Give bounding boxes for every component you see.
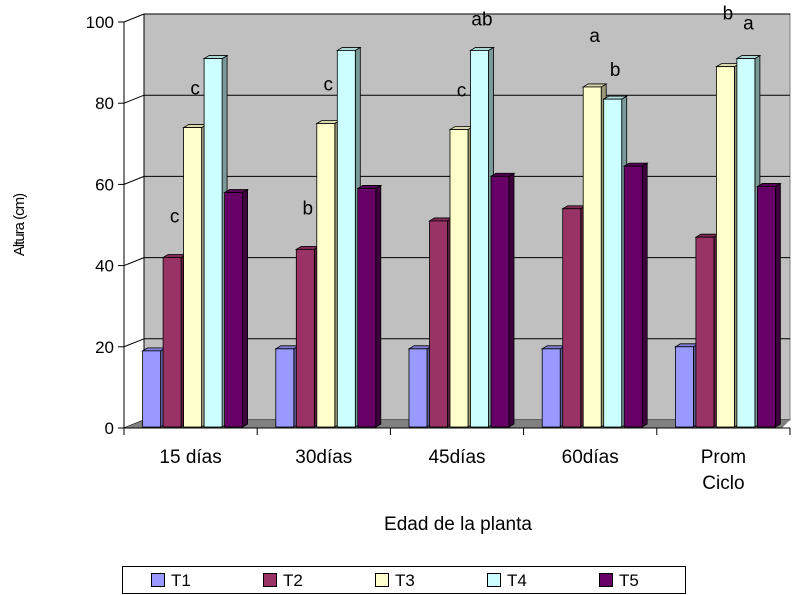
y-tick-labels: 0 20 40 60 80 100 xyxy=(86,13,114,438)
gridline-side xyxy=(123,13,145,23)
x-tick-label: 45días xyxy=(428,447,485,468)
bar-T3 xyxy=(714,62,741,428)
legend: T1 T2 T3 T4 T5 xyxy=(122,566,686,594)
legend-label: T1 xyxy=(171,571,191,590)
bars xyxy=(141,46,782,428)
bar-T4 xyxy=(202,54,229,428)
significance-label: c xyxy=(190,79,200,100)
y-tick-label: 20 xyxy=(95,338,114,357)
bar-T5 xyxy=(622,162,649,428)
bar-T1 xyxy=(141,347,168,428)
x-tick-labels: 15 días 30días 45días 60días Prom Ciclo xyxy=(159,447,746,494)
legend-label: T2 xyxy=(283,571,303,590)
y-tick-label: 40 xyxy=(95,257,114,276)
bar-T3 xyxy=(448,125,475,428)
significance-label: c xyxy=(324,75,334,96)
bar-T4 xyxy=(735,54,762,428)
bar-T1 xyxy=(673,343,700,428)
bar-T4 xyxy=(469,46,495,428)
gridline-side xyxy=(123,175,145,185)
bar-T1 xyxy=(274,345,301,428)
significance-label: a xyxy=(743,14,754,35)
significance-label: b xyxy=(303,198,314,219)
gridline-side xyxy=(123,94,145,104)
y-tick-label: 60 xyxy=(95,175,114,194)
legend-item-T5: T5 xyxy=(599,571,639,591)
legend-item-T1: T1 xyxy=(151,571,191,591)
legend-swatch xyxy=(599,573,613,587)
bar-T1 xyxy=(407,345,434,428)
legend-item-T3: T3 xyxy=(375,571,415,591)
significance-label: b xyxy=(723,4,734,25)
bar-T3 xyxy=(581,83,608,428)
y-tick-label: 0 xyxy=(105,419,114,438)
legend-swatch xyxy=(487,573,501,587)
bar-T2 xyxy=(428,217,454,428)
bar-T4 xyxy=(335,46,362,428)
significance-label: b xyxy=(610,60,621,81)
bar-T5 xyxy=(755,182,782,428)
legend-item-T2: T2 xyxy=(263,571,303,591)
y-axis-label: Altura (cm) xyxy=(11,193,28,256)
bar-T4 xyxy=(602,95,629,428)
bar-T2 xyxy=(161,253,188,428)
significance-label: c xyxy=(170,206,180,227)
x-tick-label: Prom Ciclo xyxy=(701,447,746,494)
legend-label: T5 xyxy=(619,571,639,590)
bar-T5 xyxy=(223,188,250,428)
gridline-side xyxy=(123,338,145,348)
x-tick-label: 60días xyxy=(562,447,619,468)
x-axis-label: Edad de la planta xyxy=(384,514,532,535)
bar-T2 xyxy=(694,233,721,428)
significance-label: c xyxy=(457,81,467,102)
y-tick-label: 100 xyxy=(86,13,114,32)
legend-swatch xyxy=(151,573,165,587)
significance-label: a xyxy=(589,26,600,47)
y-tick-label: 80 xyxy=(95,94,114,113)
bar-T3 xyxy=(182,123,209,428)
bar-T2 xyxy=(294,245,321,428)
significance-label: ab xyxy=(471,9,492,30)
legend-swatch xyxy=(375,573,389,587)
bar-T2 xyxy=(561,205,588,428)
bar-T5 xyxy=(356,184,383,428)
bar-T1 xyxy=(540,345,567,428)
legend-label: T4 xyxy=(507,571,527,590)
x-tick-label: 30días xyxy=(295,447,352,468)
x-tick-label: 15 días xyxy=(159,447,221,468)
gridline-side xyxy=(123,257,145,267)
legend-label: T3 xyxy=(395,571,415,590)
legend-item-T4: T4 xyxy=(487,571,527,591)
legend-swatch xyxy=(263,573,277,587)
bar-T3 xyxy=(315,119,342,428)
bar-T5 xyxy=(489,172,516,428)
